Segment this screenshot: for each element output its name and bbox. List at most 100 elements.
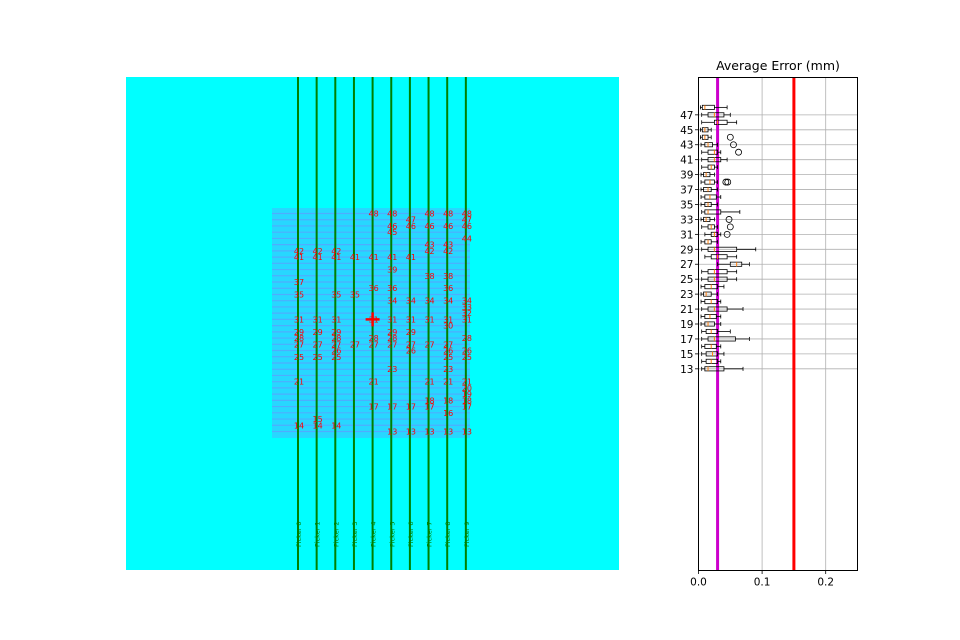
y-tick-label: 15: [680, 349, 693, 361]
point-label: 13: [424, 428, 434, 437]
box: [705, 351, 718, 357]
point-label: 44: [462, 234, 472, 243]
flier: [724, 178, 732, 186]
boxplot-item: [700, 201, 718, 207]
box: [707, 269, 728, 275]
boxplot-item: [701, 366, 744, 372]
flier: [725, 216, 733, 223]
point-label: 15: [313, 415, 323, 424]
boxplot-item: [700, 104, 728, 110]
point-label: 35: [331, 290, 341, 299]
point-label: 38: [424, 272, 434, 281]
y-tick-label: 29: [680, 244, 693, 256]
boxplot-item: [700, 284, 725, 290]
point-label: 13: [387, 428, 397, 437]
y-tick-label: 47: [680, 110, 693, 122]
point-label: 43: [443, 241, 453, 250]
point-label: 33: [462, 303, 472, 312]
box: [703, 216, 711, 222]
map-stripes: [272, 208, 470, 438]
point-label: 28: [462, 334, 472, 343]
point-label: 48: [443, 210, 453, 219]
average-error-chart: Average Error (mm) 13 15 17 19 21 23 25 27 29 31 3…: [680, 58, 858, 589]
box: [703, 291, 712, 297]
boxplot-item: [701, 164, 718, 170]
point-label: 31: [387, 315, 397, 324]
picker-label: Picker 7: [426, 521, 434, 547]
point-label: 29: [406, 328, 416, 337]
point-label: 32: [462, 309, 472, 318]
point-label: 42: [331, 247, 341, 256]
point-label: 29: [294, 328, 304, 337]
point-label: 42: [294, 247, 304, 256]
point-label: 18: [443, 396, 453, 405]
point-label: 17: [424, 403, 434, 412]
point-label: 26: [406, 347, 416, 356]
box: [704, 314, 717, 320]
point-label: 41: [387, 253, 397, 262]
point-label: 28: [369, 334, 379, 343]
point-label: 20: [462, 384, 472, 393]
point-label: 31: [462, 315, 472, 324]
point-label: 47: [462, 216, 472, 225]
boxplot-item: [701, 148, 742, 156]
flier: [735, 148, 742, 156]
boxplot-item: [701, 351, 725, 357]
y-tick-label: 45: [680, 125, 693, 137]
box: [707, 246, 738, 252]
point-label: 13: [443, 428, 453, 437]
point-label: 36: [369, 284, 379, 293]
y-tick-label: 37: [680, 185, 693, 197]
point-label: 21: [369, 378, 379, 387]
point-label: 37: [294, 278, 304, 287]
point-label: 48: [387, 210, 397, 219]
point-label: 30: [443, 322, 453, 331]
flier: [726, 223, 734, 231]
point-label: 21: [462, 378, 472, 387]
y-tick-label: 23: [680, 289, 693, 301]
picker-label: Picker 9: [463, 521, 471, 547]
point-label: 41: [331, 253, 341, 262]
point-label: 48: [424, 210, 434, 219]
boxplot-item: [701, 112, 731, 118]
box: [704, 142, 713, 148]
point-label: 23: [443, 365, 453, 374]
y-tick-label: 19: [680, 319, 693, 331]
box: [704, 366, 725, 372]
y-tick-label: 27: [680, 259, 693, 271]
picker-labels: Picker 0 Picker 1 Picker 2 Picker 3 Picker 4…: [295, 521, 471, 547]
point-label: 41: [406, 253, 416, 262]
point-label: 17: [462, 403, 472, 412]
box: [703, 187, 712, 193]
point-label: 31: [406, 315, 416, 324]
picker-map-chart: Picker 0 Picker 1 Picker 2 Picker 3 Picker 4…: [126, 77, 619, 570]
point-label: 16: [443, 409, 453, 418]
y-tick-label: 39: [680, 170, 693, 182]
boxplot-item: [701, 328, 731, 334]
y-tick-label: 17: [680, 334, 693, 346]
box: [710, 254, 728, 260]
flier: [722, 178, 730, 186]
point-label: 48: [369, 210, 379, 219]
boxplots: [700, 104, 757, 372]
boxplot-item: [704, 254, 738, 260]
y-tick-label: 13: [680, 364, 693, 376]
point-label: 28: [387, 334, 397, 343]
chart-title: Average Error (mm): [716, 58, 840, 73]
boxplot-item: [717, 261, 750, 267]
point-label: 41: [313, 253, 323, 262]
point-label: 14: [331, 421, 341, 430]
boxplot-item: [700, 299, 722, 305]
point-label: 36: [443, 284, 453, 293]
point-label: 27: [406, 340, 416, 349]
point-label: 25: [313, 353, 323, 362]
picker-label: Picker 3: [351, 521, 359, 547]
point-label: 38: [443, 272, 453, 281]
point-label: 27: [331, 340, 341, 349]
boxplot-item: [700, 321, 722, 327]
box: [704, 209, 722, 215]
gridlines: [698, 77, 858, 571]
point-label: 34: [406, 297, 416, 306]
box: [703, 172, 711, 178]
box: [701, 104, 715, 110]
